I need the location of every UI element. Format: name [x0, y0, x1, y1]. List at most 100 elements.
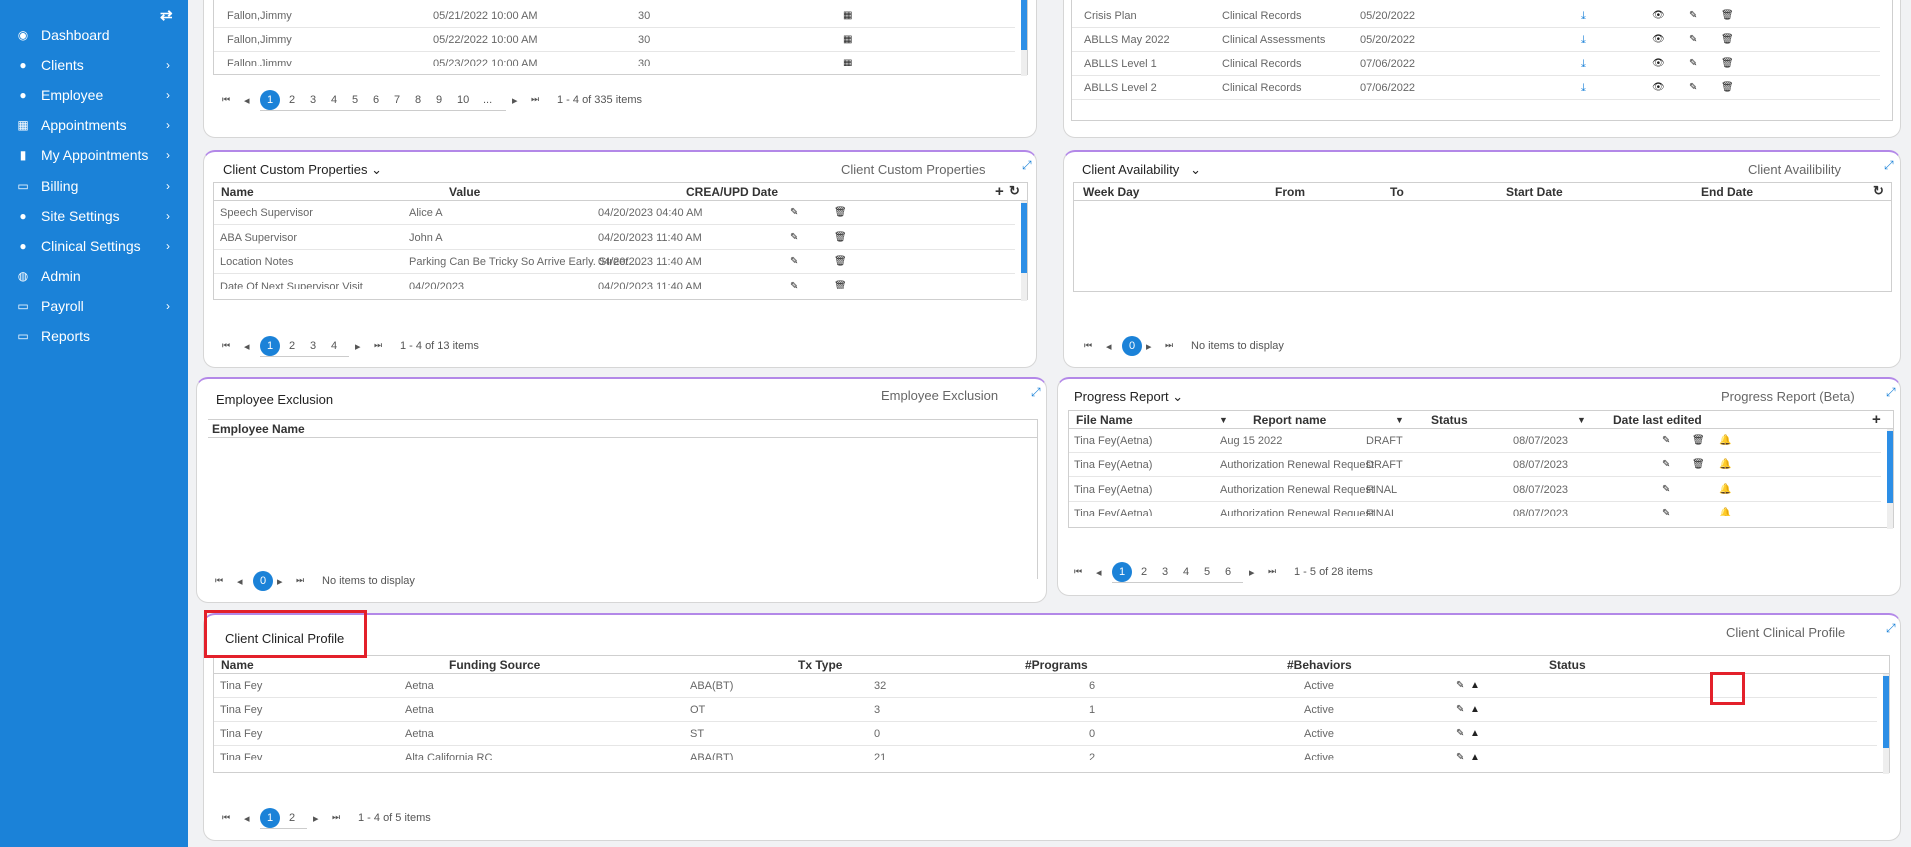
page-button[interactable]: 4: [331, 340, 338, 352]
edit-icon[interactable]: ✎: [1662, 459, 1671, 471]
table-row[interactable]: ABA Supervisor John A 04/20/2023 11:40 AM ✎…: [214, 226, 1015, 250]
download-icon[interactable]: ⤓: [1581, 82, 1586, 94]
column-header-status[interactable]: Status: [1549, 658, 1586, 672]
column-header-employee-name[interactable]: Employee Name: [212, 422, 305, 436]
first-page-icon[interactable]: ⏮: [1084, 340, 1093, 350]
sidebar-item-billing[interactable]: ▭ Billing ›: [0, 171, 188, 201]
bell-icon[interactable]: 🔔: [1719, 459, 1732, 471]
sidebar-item-dashboard[interactable]: ◉ Dashboard: [0, 20, 188, 50]
trash-icon[interactable]: 🗑: [1721, 82, 1734, 93]
column-header-report-name[interactable]: Report name: [1253, 413, 1327, 427]
table-row[interactable]: Tina Fey Aetna OT 3 1 Active ✎ ▲: [214, 698, 1877, 722]
next-page-icon[interactable]: ▸: [313, 813, 319, 825]
table-row[interactable]: Tina Fey(Aetna) Authorization Renewal Req…: [1069, 453, 1881, 478]
first-page-icon[interactable]: ⏮: [222, 340, 231, 350]
page-button[interactable]: 5: [352, 94, 359, 106]
refresh-icon[interactable]: ↻: [1873, 183, 1884, 198]
column-header-end-date[interactable]: End Date: [1701, 185, 1754, 199]
table-row[interactable]: ABLLS May 2022 Clinical Assessments 05/20/…: [1072, 28, 1880, 52]
table-row[interactable]: Crisis Plan Clinical Records 05/20/2022 ⤓ 👁 ✎…: [1072, 4, 1880, 28]
trash-icon[interactable]: 🗑: [1721, 58, 1734, 69]
column-header-to[interactable]: To: [1390, 185, 1404, 199]
page-button-current[interactable]: 1: [1112, 562, 1132, 582]
chart-icon[interactable]: ▲: [1470, 704, 1480, 715]
page-button[interactable]: 2: [289, 340, 296, 352]
bell-icon[interactable]: 🔔: [1719, 507, 1732, 516]
first-page-icon[interactable]: ⏮: [222, 94, 231, 104]
eye-icon[interactable]: 👁: [1652, 82, 1665, 93]
filter-icon[interactable]: ▼: [1395, 415, 1404, 425]
prev-page-icon[interactable]: ◂: [244, 341, 250, 353]
table-row[interactable]: Tina Fey(Aetna) Aug 15 2022 DRAFT 08/07/202…: [1069, 429, 1881, 453]
page-button[interactable]: ...: [483, 94, 493, 106]
page-button[interactable]: 6: [373, 94, 380, 106]
last-page-icon[interactable]: ⏭: [374, 340, 383, 350]
page-button[interactable]: 8: [415, 94, 422, 106]
edit-icon[interactable]: ✎: [790, 207, 799, 218]
page-button[interactable]: 6: [1225, 566, 1232, 578]
download-icon[interactable]: ⤓: [1581, 10, 1586, 22]
column-header-tx-type[interactable]: Tx Type: [798, 658, 843, 672]
eye-icon[interactable]: 👁: [1652, 58, 1665, 69]
table-row[interactable]: ABLLS Level 1 Clinical Records 07/06/2022 ⤓…: [1072, 52, 1880, 76]
page-button-current[interactable]: 0: [253, 571, 273, 591]
clinical-profile-scrollbar[interactable]: [1883, 674, 1889, 774]
custom-properties-title[interactable]: Client Custom Properties ⌄: [223, 162, 382, 178]
first-page-icon[interactable]: ⏮: [1074, 566, 1083, 576]
page-button[interactable]: 5: [1204, 566, 1211, 578]
last-page-icon[interactable]: ⏭: [332, 812, 341, 822]
prev-page-icon[interactable]: ◂: [244, 813, 250, 825]
table-row[interactable]: Tina Fey Aetna ABA(BT) 32 6 Active ✎ ▲: [214, 674, 1877, 698]
column-header-date[interactable]: CREA/UPD Date: [686, 185, 779, 199]
page-button[interactable]: 9: [436, 94, 443, 106]
page-button[interactable]: 2: [289, 94, 296, 106]
filter-icon[interactable]: ▼: [1577, 415, 1586, 425]
column-header-value[interactable]: Value: [449, 185, 481, 199]
add-icon[interactable]: +: [1872, 411, 1881, 428]
page-button[interactable]: 3: [310, 94, 317, 106]
page-button[interactable]: 10: [457, 94, 470, 106]
expand-icon[interactable]: ⤢: [1886, 385, 1896, 399]
prev-page-icon[interactable]: ◂: [1106, 341, 1112, 353]
first-page-icon[interactable]: ⏮: [222, 812, 231, 822]
next-page-icon[interactable]: ▸: [1146, 341, 1152, 353]
caret-down-icon[interactable]: ⌄: [1190, 162, 1202, 177]
sidebar-item-my-appointments[interactable]: ▮ My Appointments ›: [0, 140, 188, 170]
page-button[interactable]: 2: [289, 812, 296, 824]
edit-icon[interactable]: ✎: [1662, 435, 1671, 446]
column-header-name[interactable]: Name: [221, 185, 254, 199]
refresh-icon[interactable]: ↻: [1009, 183, 1020, 198]
calendar-icon[interactable]: ▦: [843, 58, 853, 66]
expand-icon[interactable]: ⤢: [1031, 385, 1041, 399]
last-page-icon[interactable]: ⏭: [1268, 566, 1277, 576]
edit-icon[interactable]: ✎: [1662, 483, 1671, 495]
bell-icon[interactable]: 🔔: [1719, 483, 1732, 495]
page-button-current[interactable]: 1: [260, 336, 280, 356]
table-row[interactable]: ABLLS Level 2 Clinical Records 07/06/2022 ⤓…: [1072, 76, 1880, 100]
page-button[interactable]: 4: [331, 94, 338, 106]
table-row[interactable]: Fallon,Jimmy 05/23/2022 10:00 AM 30 ▦: [214, 52, 1015, 66]
last-page-icon[interactable]: ⏭: [1165, 340, 1174, 350]
appointments-scrollbar[interactable]: [1021, 0, 1027, 76]
next-page-icon[interactable]: ▸: [1249, 567, 1255, 579]
expand-icon[interactable]: ⤢: [1022, 158, 1032, 172]
column-header-funding-source[interactable]: Funding Source: [449, 658, 541, 672]
edit-icon[interactable]: ✎: [1689, 58, 1698, 69]
table-row[interactable]: Speech Supervisor Alice A 04/20/2023 04:40…: [214, 201, 1015, 225]
next-page-icon[interactable]: ▸: [355, 341, 361, 353]
sidebar-item-employee[interactable]: ● Employee ›: [0, 80, 188, 110]
table-row[interactable]: Tina Fey Aetna ST 0 0 Active ✎ ▲: [214, 722, 1877, 746]
trash-icon[interactable]: 🗑: [834, 207, 847, 218]
edit-icon[interactable]: ✎: [1456, 728, 1465, 739]
availability-title[interactable]: Client Availability ⌄: [1082, 162, 1201, 178]
table-row[interactable]: Tina Fey Alta California RC ABA(BT) 21 2 Acti…: [214, 746, 1877, 760]
edit-icon[interactable]: ✎: [1689, 82, 1698, 93]
add-icon[interactable]: +: [995, 183, 1004, 200]
table-row[interactable]: Date Of Next Supervisor Visit 04/20/2023 0…: [214, 275, 1015, 289]
calendar-icon[interactable]: ▦: [843, 10, 853, 21]
eye-icon[interactable]: 👁: [1652, 34, 1665, 45]
last-page-icon[interactable]: ⏭: [531, 94, 540, 104]
table-row[interactable]: Location Notes Parking Can Be Tricky So A…: [214, 250, 1015, 274]
clinical-profile-title[interactable]: Client Clinical Profile: [225, 631, 345, 646]
column-header-file-name[interactable]: File Name: [1076, 413, 1133, 427]
